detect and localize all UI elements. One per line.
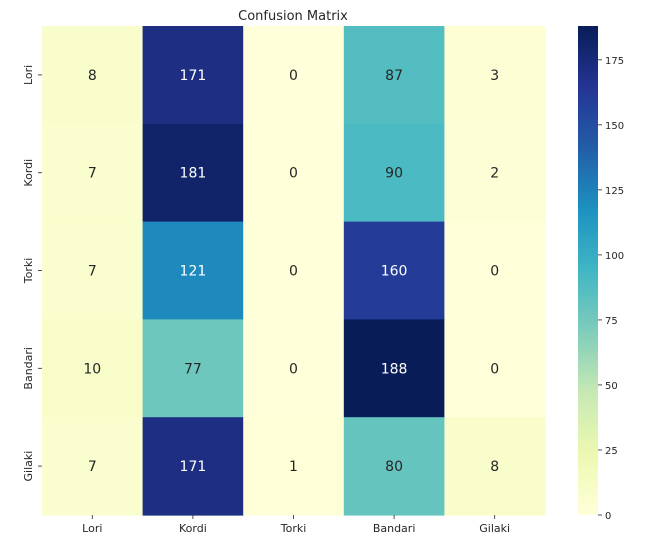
heatmap-cell <box>444 26 546 125</box>
colorbar-tick-label: 75 <box>605 316 618 327</box>
colorbar-tick-label: 100 <box>605 251 624 262</box>
cell-value-label: 8 <box>88 68 97 84</box>
heatmap-cell <box>42 417 144 516</box>
cell-value-label: 77 <box>184 361 202 377</box>
y-tick-label: Lori <box>22 65 35 85</box>
colorbar-tick-label: 50 <box>605 381 618 392</box>
x-tick-label: Gilaki <box>479 522 510 535</box>
heatmap-cell <box>243 417 345 516</box>
heatmap-cell <box>343 26 445 125</box>
heatmap-cell <box>444 221 546 320</box>
cell-value-label: 90 <box>385 166 403 182</box>
colorbar-gradient <box>578 26 598 515</box>
x-tick-label: Lori <box>82 522 102 535</box>
heatmap-cell <box>42 319 144 418</box>
cell-value-label: 188 <box>381 361 408 377</box>
cell-value-label: 10 <box>83 361 101 377</box>
heatmap-cell <box>343 319 445 418</box>
cell-value-label: 7 <box>88 166 97 182</box>
heatmap-cell <box>42 26 144 125</box>
x-tick-label: Torki <box>280 522 307 535</box>
cell-value-label: 7 <box>88 459 97 475</box>
cell-value-label: 8 <box>490 459 499 475</box>
heatmap-cell <box>243 221 345 320</box>
heatmap-cell <box>243 26 345 125</box>
cell-value-label: 181 <box>180 166 207 182</box>
y-tick-label: Kordi <box>22 159 35 187</box>
heatmap-cell <box>343 221 445 320</box>
y-tick-label: Bandari <box>22 347 35 390</box>
cell-value-label: 0 <box>289 166 298 182</box>
colorbar-tick-label: 25 <box>605 446 618 457</box>
y-tick-label: Gilaki <box>22 451 35 482</box>
chart-title: Confusion Matrix <box>238 9 348 24</box>
cell-value-label: 7 <box>88 264 97 280</box>
x-tick-label: Kordi <box>179 522 207 535</box>
y-tick-label: Torki <box>22 258 35 285</box>
cell-value-label: 121 <box>180 264 207 280</box>
y-axis-ticks: Lori Kordi Torki Bandari Gilaki <box>22 65 42 482</box>
heatmap-cell <box>142 123 244 223</box>
heatmap-cell <box>343 417 445 516</box>
cell-value-label: 0 <box>490 361 499 377</box>
cell-value-label: 80 <box>385 459 403 475</box>
cell-value-label: 0 <box>289 361 298 377</box>
colorbar: 0 25 50 75 100 125 150 175 <box>578 26 624 522</box>
heatmap-cell <box>42 123 144 223</box>
cell-value-label: 160 <box>381 264 408 280</box>
cell-value-label: 0 <box>289 68 298 84</box>
cell-value-label: 1 <box>289 459 298 475</box>
heatmap-cells: 8 171 0 87 37 181 0 90 27 121 0 160 010 77 0 188 07 171 1 8… <box>42 26 546 516</box>
heatmap-cell <box>142 417 244 516</box>
heatmap-cell <box>142 26 244 125</box>
heatmap-cell <box>243 319 345 418</box>
cell-value-label: 0 <box>289 264 298 280</box>
x-tick-label: Bandari <box>373 522 416 535</box>
heatmap-cell <box>142 221 244 320</box>
heatmap-cell <box>142 319 244 418</box>
x-axis-ticks: Lori Kordi Torki Bandari Gilaki <box>82 515 510 535</box>
heatmap-cell <box>444 319 546 418</box>
heatmap-cell <box>343 123 445 223</box>
cell-value-label: 171 <box>180 68 207 84</box>
colorbar-tick-label: 125 <box>605 186 624 197</box>
colorbar-tick-label: 150 <box>605 121 624 132</box>
colorbar-tick-label: 175 <box>605 56 624 67</box>
heatmap-cell <box>42 221 144 320</box>
cell-value-label: 3 <box>490 68 499 84</box>
colorbar-tick-label: 0 <box>605 511 611 522</box>
cell-value-label: 171 <box>180 459 207 475</box>
cell-value-label: 87 <box>385 68 403 84</box>
heatmap-cell <box>444 417 546 516</box>
heatmap-cell <box>243 123 345 223</box>
cell-value-label: 2 <box>490 166 499 182</box>
heatmap-cell <box>444 123 546 223</box>
cell-value-label: 0 <box>490 264 499 280</box>
